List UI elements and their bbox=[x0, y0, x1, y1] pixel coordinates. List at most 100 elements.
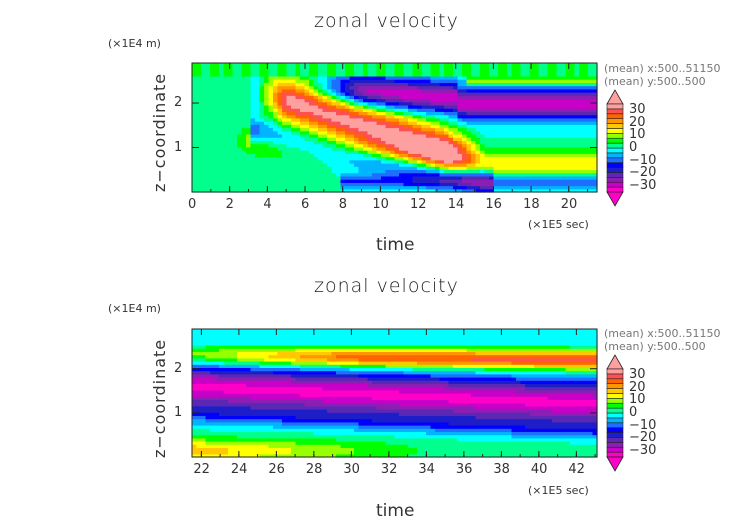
heatmap-cell bbox=[421, 143, 427, 148]
heatmap-cell bbox=[255, 421, 261, 426]
heatmap-cell bbox=[552, 130, 558, 135]
heatmap-cell bbox=[237, 421, 243, 426]
heatmap-cell bbox=[583, 175, 589, 180]
heatmap-cell bbox=[327, 75, 333, 80]
heatmap-cell bbox=[538, 140, 544, 145]
heatmap-cell bbox=[556, 156, 562, 161]
heatmap-cell bbox=[300, 341, 306, 346]
heatmap-cell bbox=[237, 367, 243, 372]
heatmap-cell bbox=[390, 166, 396, 171]
heatmap-cell bbox=[205, 111, 211, 116]
heatmap-cell bbox=[327, 137, 333, 141]
heatmap-cell bbox=[313, 114, 319, 119]
heatmap-cell bbox=[498, 150, 504, 154]
heatmap-cell bbox=[408, 88, 414, 93]
heatmap-cell bbox=[579, 166, 585, 171]
heatmap-cell bbox=[579, 185, 585, 190]
heatmap-cell bbox=[327, 117, 333, 122]
heatmap-cell bbox=[313, 82, 319, 87]
heatmap-cell bbox=[331, 63, 337, 67]
heatmap-cell bbox=[336, 108, 342, 112]
heatmap-cell bbox=[232, 418, 238, 423]
heatmap-cell bbox=[241, 143, 247, 148]
heatmap-cell bbox=[232, 185, 238, 190]
heatmap-cell bbox=[412, 98, 418, 103]
heatmap-cell bbox=[426, 175, 432, 180]
heatmap-cell bbox=[421, 75, 427, 80]
heatmap-cell bbox=[426, 95, 432, 100]
heatmap-cell bbox=[273, 428, 279, 432]
heatmap-cell bbox=[246, 127, 252, 132]
heatmap-cell bbox=[322, 364, 328, 368]
heatmap-cell bbox=[232, 169, 238, 174]
heatmap-cell bbox=[336, 114, 342, 119]
heatmap-cell bbox=[241, 166, 247, 171]
heatmap-cell bbox=[304, 412, 310, 416]
heatmap-cell bbox=[205, 117, 211, 122]
heatmap-cell bbox=[489, 111, 495, 116]
heatmap-cell bbox=[475, 82, 481, 87]
heatmap-cell bbox=[493, 101, 499, 106]
heatmap-cell bbox=[363, 166, 369, 171]
heatmap-cell bbox=[583, 182, 589, 187]
heatmap-cell bbox=[358, 175, 364, 180]
heatmap-cell bbox=[313, 370, 319, 375]
heatmap-cell bbox=[277, 351, 283, 356]
colorbar-tick-label: 10 bbox=[629, 127, 646, 143]
heatmap-cell bbox=[502, 95, 508, 100]
heatmap-cell bbox=[475, 117, 481, 122]
heatmap-cell bbox=[588, 133, 594, 138]
heatmap-cell bbox=[223, 150, 229, 154]
heatmap-cell bbox=[556, 179, 562, 183]
heatmap-cell bbox=[304, 169, 310, 174]
heatmap-cell bbox=[444, 85, 450, 90]
heatmap-cell bbox=[304, 75, 310, 80]
heatmap-cell bbox=[529, 179, 535, 183]
heatmap-cell bbox=[237, 431, 243, 436]
heatmap-cell bbox=[390, 95, 396, 100]
heatmap-cell bbox=[268, 380, 274, 384]
heatmap-cell bbox=[462, 162, 468, 167]
heatmap-cell bbox=[534, 72, 540, 77]
heatmap-cell bbox=[309, 114, 315, 119]
heatmap-cell bbox=[273, 133, 279, 138]
heatmap-cell bbox=[232, 98, 238, 103]
heatmap-cell bbox=[349, 153, 355, 158]
heatmap-cell bbox=[313, 418, 319, 423]
heatmap-cell bbox=[304, 345, 310, 349]
heatmap-cell bbox=[457, 63, 463, 67]
heatmap-cell bbox=[300, 179, 306, 183]
heatmap-cell bbox=[259, 85, 265, 90]
heatmap-cell bbox=[327, 92, 333, 96]
heatmap-cell bbox=[291, 354, 297, 359]
heatmap-cell bbox=[385, 156, 391, 161]
heatmap-cell bbox=[421, 146, 427, 151]
heatmap-cell bbox=[520, 72, 526, 77]
heatmap-cell bbox=[453, 156, 459, 161]
heatmap-cell bbox=[304, 185, 310, 190]
heatmap-cell bbox=[210, 124, 216, 129]
y-tick-label: 1 bbox=[174, 139, 183, 155]
heatmap-cell bbox=[318, 124, 324, 129]
heatmap-cell bbox=[295, 396, 301, 400]
heatmap-cell bbox=[264, 412, 270, 416]
heatmap-cell bbox=[516, 85, 522, 90]
heatmap-cell bbox=[291, 453, 297, 458]
heatmap-cell bbox=[340, 162, 346, 167]
heatmap-cell bbox=[223, 348, 229, 352]
heatmap-cell bbox=[579, 182, 585, 187]
heatmap-cell bbox=[237, 111, 243, 116]
heatmap-cell bbox=[484, 133, 490, 138]
heatmap-cell bbox=[250, 98, 256, 103]
heatmap-cell bbox=[259, 329, 265, 333]
heatmap-cell bbox=[246, 357, 252, 362]
heatmap-cell bbox=[286, 399, 292, 404]
heatmap-cell bbox=[304, 182, 310, 187]
heatmap-cell bbox=[358, 104, 364, 109]
heatmap-cell bbox=[201, 405, 207, 410]
heatmap-cell bbox=[471, 92, 477, 96]
heatmap-cell bbox=[525, 75, 531, 80]
heatmap-cell bbox=[250, 431, 256, 436]
heatmap-cell bbox=[318, 335, 324, 340]
heatmap-cell bbox=[313, 124, 319, 129]
